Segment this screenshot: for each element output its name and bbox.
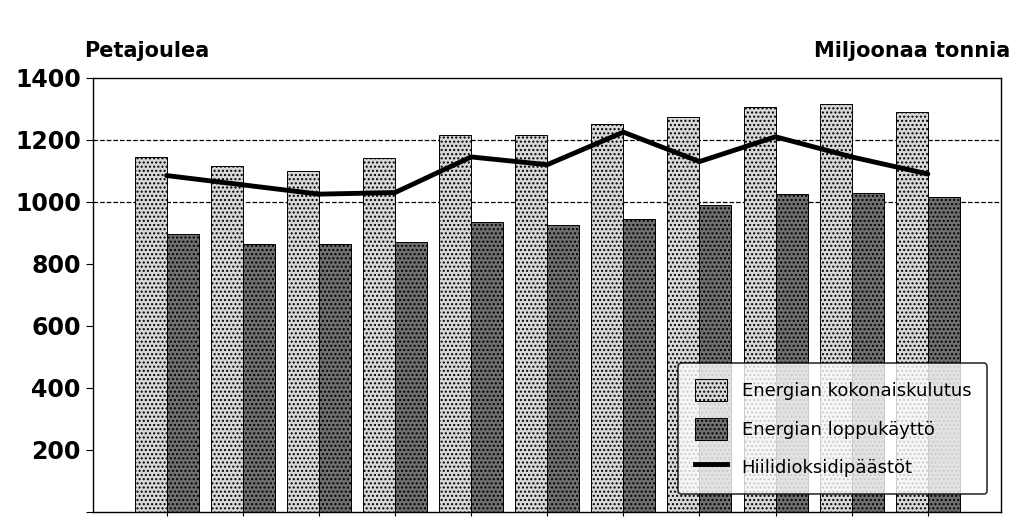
Bar [896,112,928,512]
Bar [699,205,731,512]
Text: Petajoulea: Petajoulea [84,40,210,61]
Bar [515,135,547,512]
Bar [624,219,655,512]
Bar [852,193,884,512]
Text: Miljoonaa tonnia: Miljoonaa tonnia [814,40,1010,61]
Bar [439,135,471,512]
Bar [211,166,243,512]
Bar [668,117,699,512]
Bar [547,225,580,512]
Bar [134,157,167,512]
Bar [775,194,808,512]
Bar [167,234,199,512]
Bar [243,244,274,512]
Legend: Energian kokonaiskulutus, Energian loppukäyttö, Hiilidioksidipäästöt: Energian kokonaiskulutus, Energian loppu… [679,363,987,494]
Bar [743,107,775,512]
Bar [471,222,503,512]
Bar [318,244,351,512]
Bar [820,104,852,512]
Bar [928,197,959,512]
Bar [592,124,624,512]
Bar [395,242,427,512]
Bar [287,171,318,512]
Bar [362,158,395,512]
